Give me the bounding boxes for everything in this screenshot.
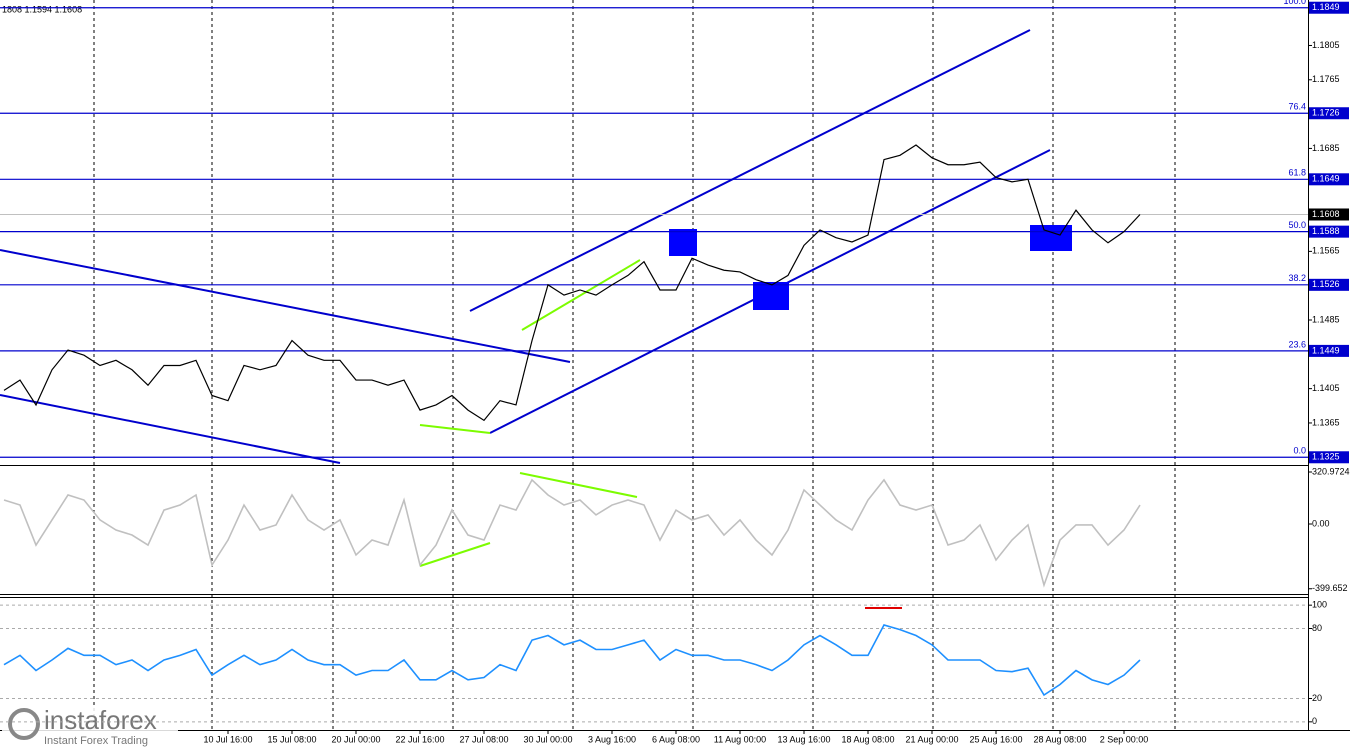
fib-label: 0.0	[1293, 446, 1306, 456]
y-tick-label: 100	[1312, 600, 1327, 610]
watermark: instaforex Instant Forex Trading	[2, 705, 178, 747]
fib-label: 38.2	[1288, 273, 1306, 283]
x-tick-label: 30 Jul 00:00	[523, 734, 572, 744]
x-tick-label: 21 Aug 00:00	[905, 734, 958, 744]
x-tick-label: 13 Aug 16:00	[777, 734, 830, 744]
x-tick-label: 25 Aug 16:00	[969, 734, 1022, 744]
x-tick-label: 11 Aug 00:00	[714, 734, 766, 744]
fib-label: 23.6	[1288, 339, 1306, 349]
brand: instaforex	[44, 705, 157, 735]
y-tick-label: 80	[1312, 623, 1322, 633]
y-tick-label: 0	[1312, 716, 1317, 726]
fib-value: 1.1849	[1312, 2, 1340, 12]
fib-value: 1.1449	[1312, 345, 1340, 355]
y-tick-label: 0.00	[1312, 518, 1330, 528]
price-box	[1309, 173, 1349, 186]
x-tick-label: 22 Jul 16:00	[395, 734, 444, 744]
y-tick-label: 20	[1312, 693, 1322, 703]
fib-label: 50.0	[1288, 220, 1306, 230]
fib-value: 1.1726	[1312, 108, 1340, 118]
tagline: Instant Forex Trading	[44, 735, 148, 747]
fib-label: 61.8	[1288, 168, 1306, 178]
x-tick-label: 28 Aug 08:00	[1033, 734, 1086, 744]
fib-value: 1.1588	[1312, 226, 1340, 236]
series-line	[3, 144, 1141, 422]
series-line	[3, 478, 1141, 588]
y-tick-label: 1.1365	[1312, 417, 1340, 427]
fib-value: 1.1526	[1312, 279, 1340, 289]
fib-value: 1.1649	[1312, 174, 1340, 184]
panel-borders	[0, 0, 1350, 731]
drawings	[0, 29, 1072, 609]
x-tick-label: 27 Jul 08:00	[459, 734, 508, 744]
price-box	[1309, 225, 1349, 238]
y-tick-label: -399.652	[1312, 583, 1348, 593]
chart-title: 1808 1.1594 1.1608	[2, 4, 82, 14]
last-price-label: 1.1608	[1312, 209, 1340, 219]
x-tick-label: 3 Aug 16:00	[588, 734, 636, 744]
price-box	[1309, 278, 1349, 291]
y-tick-label: 1.1685	[1312, 143, 1340, 153]
fib-label: 100.0	[1283, 0, 1306, 6]
y-tick-label: 1.1405	[1312, 383, 1340, 393]
x-tick-label: 10 Jul 16:00	[203, 734, 252, 744]
x-tick-label: 20 Jul 00:00	[331, 734, 380, 744]
price-box	[1309, 107, 1349, 120]
x-tick-label: 6 Aug 08:00	[652, 734, 700, 744]
y-tick-label: 1.1565	[1312, 246, 1340, 256]
fib-label: 76.4	[1288, 102, 1306, 112]
series-line	[3, 624, 1141, 697]
price-box	[1309, 1, 1349, 14]
x-tick-label: 18 Aug 08:00	[841, 734, 894, 744]
y-tick-label: 1.1805	[1312, 40, 1340, 50]
y-tick-label: 1.1485	[1312, 314, 1340, 324]
y-tick-label: 1.1765	[1312, 74, 1340, 84]
price-box	[1309, 344, 1349, 357]
time-grid	[93, 0, 1176, 730]
fib-value: 1.1325	[1312, 452, 1340, 462]
x-tick-label: 2 Sep 00:00	[1100, 734, 1149, 744]
price-box	[1309, 208, 1349, 221]
y-tick-label: 320.9724	[1312, 466, 1350, 476]
price-box	[1309, 451, 1349, 464]
x-tick-label: 15 Jul 08:00	[267, 734, 316, 744]
